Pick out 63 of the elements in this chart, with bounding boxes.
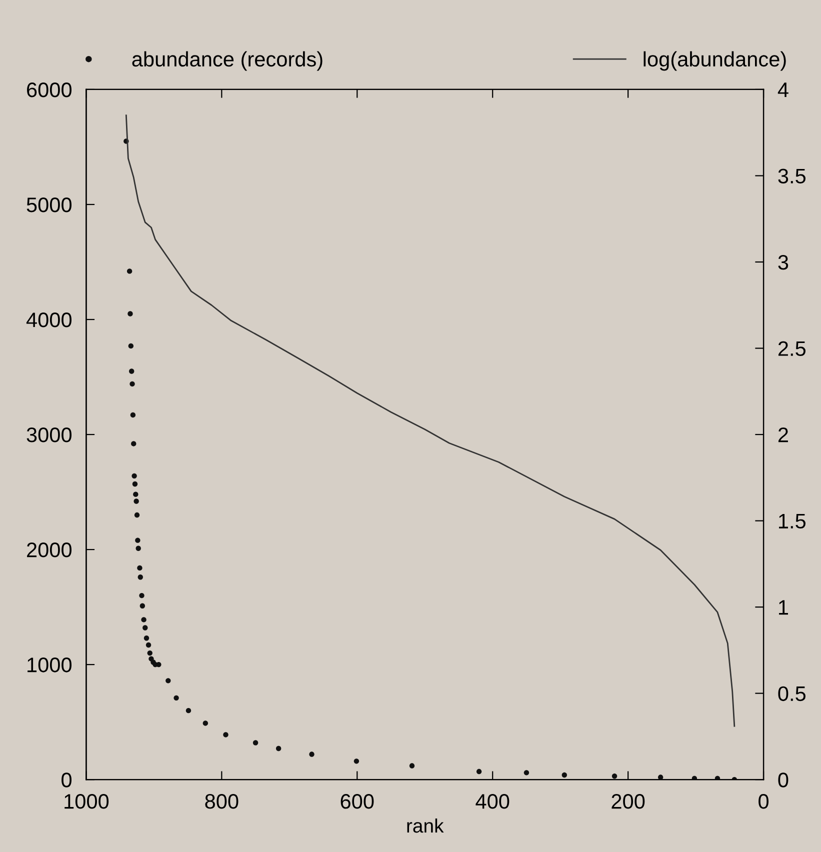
y2-tick-label: 0.5 <box>778 686 806 702</box>
x-tick-label: 800 <box>205 794 238 809</box>
y2-tick-label: 1 <box>779 600 788 615</box>
point <box>141 617 146 622</box>
line-series <box>125 114 736 727</box>
point <box>144 636 150 641</box>
point <box>130 381 135 387</box>
point <box>166 678 171 684</box>
y2-tick-label: 2.5 <box>778 341 806 356</box>
point <box>147 650 152 656</box>
y-tick-label: 5000 <box>26 197 72 212</box>
point <box>276 746 282 752</box>
x-tick-label: 600 <box>340 794 374 809</box>
point <box>126 268 132 274</box>
point <box>524 770 530 776</box>
point <box>136 546 141 551</box>
legend-label: abundance (records) <box>132 51 322 71</box>
point <box>134 512 140 518</box>
point <box>133 492 138 497</box>
point <box>142 625 148 630</box>
y-tick-label: 3000 <box>26 428 72 442</box>
point <box>132 481 138 487</box>
y2-tick-label: 0 <box>778 772 788 788</box>
point <box>139 592 144 598</box>
y-tick-label: 2000 <box>27 542 72 558</box>
point <box>134 498 139 504</box>
point <box>146 642 152 648</box>
point <box>186 708 192 714</box>
point <box>131 441 136 446</box>
y-tick-label: 4000 <box>26 312 72 328</box>
point <box>135 538 140 543</box>
y2-tick-label: 3.5 <box>778 168 806 184</box>
point <box>409 763 415 768</box>
x-axis-title: rank <box>407 818 444 833</box>
point <box>252 740 258 746</box>
point <box>130 412 136 418</box>
point <box>612 774 618 779</box>
point <box>309 752 314 757</box>
y2-tick-label: 1.5 <box>779 514 806 529</box>
y2-tick-label: 2 <box>778 428 788 442</box>
point <box>128 311 133 316</box>
point <box>562 772 567 778</box>
y-tick-label: 0 <box>62 772 72 788</box>
y2-tick-label: 4 <box>778 82 788 98</box>
point <box>132 473 137 479</box>
legend-label: log(abundance) <box>644 51 786 71</box>
point <box>354 758 360 764</box>
point <box>223 732 228 738</box>
point <box>128 368 134 374</box>
point <box>174 695 179 701</box>
point <box>476 768 482 774</box>
point <box>140 603 146 608</box>
y-tick-label: 6000 <box>27 82 72 98</box>
point <box>138 574 143 580</box>
y2-tick-label: 3 <box>778 254 788 270</box>
point <box>137 565 142 571</box>
point <box>202 720 208 726</box>
y-tick-label: 1000 <box>28 658 72 672</box>
point <box>128 343 134 349</box>
x-tick-label: 0 <box>758 794 769 809</box>
x-tick-label: 400 <box>476 794 510 809</box>
x-tick-label: 1000 <box>64 794 109 809</box>
x-tick-label: 200 <box>612 794 645 809</box>
